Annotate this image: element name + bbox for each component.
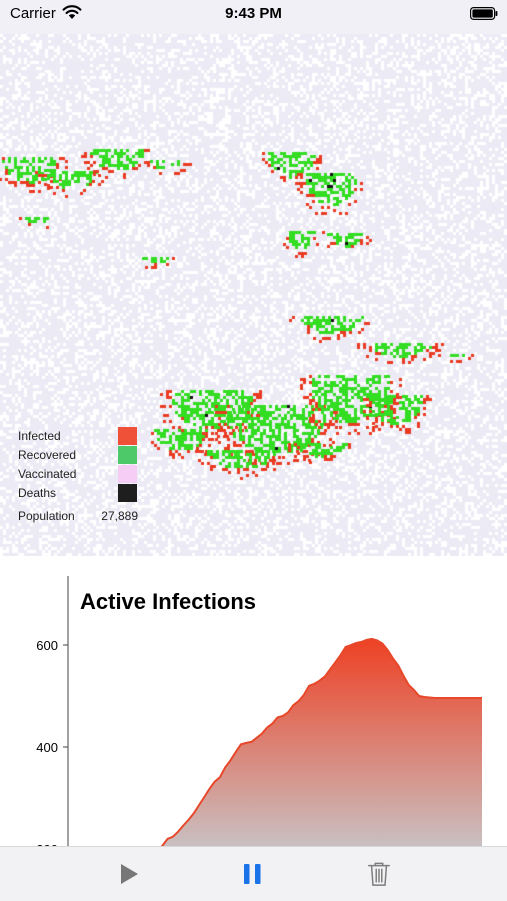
legend-item-infected: Infected: [16, 426, 140, 445]
legend-label: Deaths: [18, 486, 57, 500]
legend-label: Vaccinated: [18, 467, 77, 481]
play-icon: [121, 864, 138, 884]
chart-svg: Active Infections 600 400 200: [36, 576, 482, 846]
pause-icon: [244, 864, 261, 884]
series-area: [68, 638, 482, 846]
legend-swatch: [118, 446, 137, 464]
carrier-label: Carrier: [10, 5, 56, 22]
legend-label: Recovered: [18, 448, 77, 462]
y-tick-label: 400: [36, 740, 58, 755]
battery-icon: [470, 7, 498, 20]
population-label: Population: [18, 509, 75, 523]
series-line: [160, 637, 482, 846]
legend-item-vaccinated: Vaccinated: [16, 464, 140, 483]
population-value: 27,889: [101, 509, 138, 523]
trash-icon: [368, 862, 390, 886]
active-infections-chart: Active Infections 600 400 200: [0, 556, 507, 846]
legend: Infected Recovered Vaccinated Deaths Pop…: [16, 426, 140, 528]
pause-button[interactable]: [240, 861, 266, 887]
wifi-icon: [62, 5, 82, 19]
status-time: 9:43 PM: [225, 5, 282, 22]
legend-item-recovered: Recovered: [16, 445, 140, 464]
legend-swatch: [118, 484, 137, 502]
legend-swatch: [118, 465, 137, 483]
simulation-map[interactable]: Infected Recovered Vaccinated Deaths Pop…: [0, 34, 507, 556]
population-row: Population 27,889: [16, 506, 140, 528]
status-bar: Carrier 9:43 PM: [0, 0, 507, 34]
legend-swatch: [118, 427, 137, 445]
y-tick-label: 200: [36, 842, 58, 846]
y-tick-label: 600: [36, 638, 58, 653]
legend-label: Infected: [18, 429, 61, 443]
chart-title: Active Infections: [80, 589, 256, 614]
legend-item-deaths: Deaths: [16, 483, 140, 502]
toolbar: [0, 846, 507, 901]
play-button[interactable]: [116, 861, 142, 887]
trash-button[interactable]: [366, 861, 392, 887]
simulation-grid[interactable]: [0, 34, 507, 556]
